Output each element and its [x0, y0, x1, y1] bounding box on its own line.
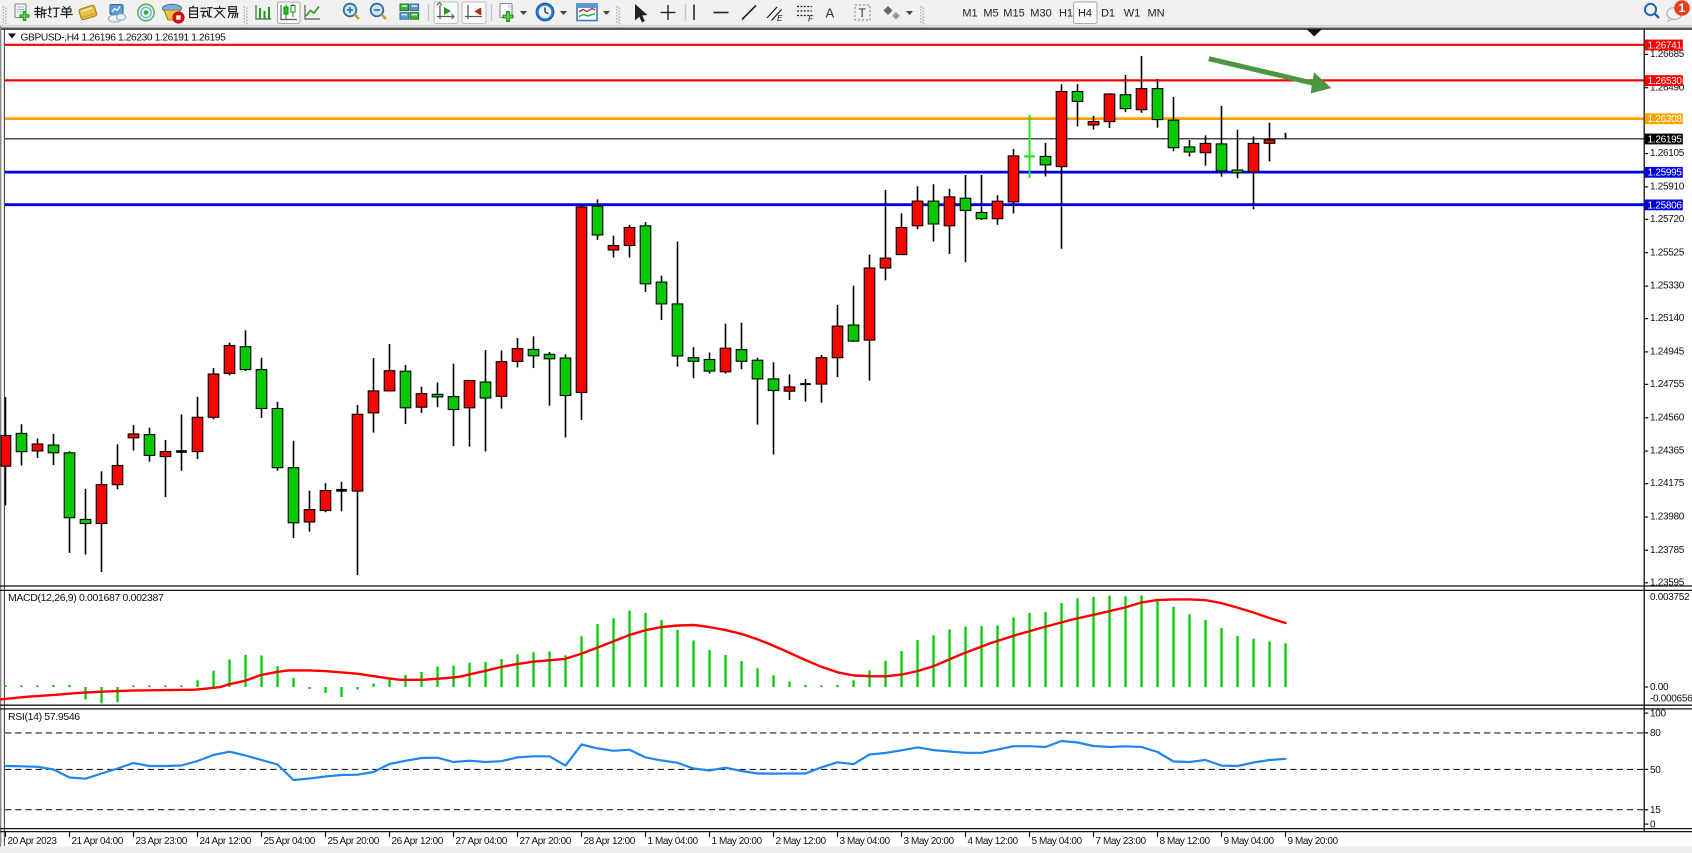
- svg-text:E: E: [777, 14, 783, 23]
- svg-text:1.26741: 1.26741: [1648, 40, 1683, 51]
- svg-text:21 Apr 04:00: 21 Apr 04:00: [72, 836, 124, 847]
- svg-text:M30: M30: [1030, 8, 1051, 20]
- svg-text:4 May 12:00: 4 May 12:00: [968, 836, 1019, 847]
- svg-text:A: A: [826, 6, 835, 21]
- svg-text:-0.000656: -0.000656: [1650, 693, 1692, 704]
- svg-text:7 May 23:00: 7 May 23:00: [1096, 836, 1147, 847]
- svg-text:H1: H1: [1059, 8, 1073, 20]
- svg-text:1.24365: 1.24365: [1650, 446, 1685, 457]
- svg-text:MN: MN: [1147, 8, 1164, 20]
- svg-text:3 May 20:00: 3 May 20:00: [904, 836, 955, 847]
- svg-text:M5: M5: [983, 8, 998, 20]
- svg-text:50: 50: [1650, 765, 1661, 776]
- svg-text:M1: M1: [962, 8, 977, 20]
- svg-text:1: 1: [1679, 3, 1686, 15]
- svg-text:1 May 20:00: 1 May 20:00: [712, 836, 763, 847]
- svg-text:0.00: 0.00: [1650, 682, 1669, 693]
- svg-text:80: 80: [1650, 728, 1661, 739]
- svg-text:1.26195: 1.26195: [1648, 134, 1683, 145]
- svg-text:1.26308: 1.26308: [1648, 114, 1683, 125]
- svg-text:M15: M15: [1003, 8, 1024, 20]
- svg-text:1.24175: 1.24175: [1650, 478, 1685, 489]
- svg-text:1.24560: 1.24560: [1650, 412, 1685, 423]
- svg-text:1.23980: 1.23980: [1650, 512, 1685, 523]
- svg-text:1.24945: 1.24945: [1650, 347, 1685, 358]
- svg-text:1.25140: 1.25140: [1650, 313, 1685, 324]
- svg-text:1.26530: 1.26530: [1648, 76, 1683, 87]
- svg-text:1.26685: 1.26685: [1650, 49, 1685, 60]
- svg-text:1 May 04:00: 1 May 04:00: [648, 836, 699, 847]
- svg-text:2 May 12:00: 2 May 12:00: [776, 836, 827, 847]
- svg-text:1.25330: 1.25330: [1650, 281, 1685, 292]
- svg-text:100: 100: [1650, 709, 1667, 720]
- svg-text:25 Apr 20:00: 25 Apr 20:00: [328, 836, 380, 847]
- svg-text:T: T: [859, 6, 867, 20]
- svg-text:3 May 04:00: 3 May 04:00: [840, 836, 891, 847]
- svg-text:1.23785: 1.23785: [1650, 545, 1685, 556]
- svg-text:27 Apr 04:00: 27 Apr 04:00: [456, 836, 508, 847]
- svg-text:H4: H4: [1078, 8, 1092, 20]
- svg-text:28 Apr 12:00: 28 Apr 12:00: [584, 836, 636, 847]
- svg-text:26 Apr 12:00: 26 Apr 12:00: [392, 836, 444, 847]
- svg-text:W1: W1: [1124, 8, 1141, 20]
- svg-text:1.25720: 1.25720: [1650, 214, 1685, 225]
- svg-text:5 May 04:00: 5 May 04:00: [1032, 836, 1083, 847]
- svg-text:15: 15: [1650, 805, 1661, 816]
- svg-text:9 May 04:00: 9 May 04:00: [1224, 836, 1275, 847]
- svg-text:RSI(14) 57.9546: RSI(14) 57.9546: [8, 711, 80, 723]
- svg-text:1.26490: 1.26490: [1650, 82, 1685, 93]
- svg-text:8 May 12:00: 8 May 12:00: [1160, 836, 1211, 847]
- svg-text:9 May 20:00: 9 May 20:00: [1288, 836, 1339, 847]
- svg-text:D1: D1: [1101, 8, 1115, 20]
- svg-text:1.26105: 1.26105: [1650, 148, 1685, 159]
- svg-text:24 Apr 12:00: 24 Apr 12:00: [200, 836, 252, 847]
- svg-text:20 Apr 2023: 20 Apr 2023: [8, 836, 58, 847]
- svg-text:23 Apr 23:00: 23 Apr 23:00: [136, 836, 188, 847]
- svg-text:MACD(12,26,9) 0.001687 0.00238: MACD(12,26,9) 0.001687 0.002387: [8, 592, 164, 604]
- svg-text:1.25995: 1.25995: [1648, 168, 1683, 179]
- svg-text:F: F: [808, 15, 814, 24]
- svg-text:1.25806: 1.25806: [1648, 200, 1683, 211]
- svg-text:25 Apr 04:00: 25 Apr 04:00: [264, 836, 316, 847]
- svg-text:0.003752: 0.003752: [1650, 592, 1690, 603]
- svg-text:1.24755: 1.24755: [1650, 379, 1685, 390]
- svg-text:1.25525: 1.25525: [1650, 247, 1685, 258]
- svg-text:27 Apr 20:00: 27 Apr 20:00: [520, 836, 572, 847]
- svg-text:1.23595: 1.23595: [1650, 577, 1685, 588]
- svg-text:GBPUSD-,H4 1.26196 1.26230 1.: GBPUSD-,H4 1.26196 1.26230 1.26191 1.261…: [21, 32, 227, 43]
- svg-text:0: 0: [1650, 820, 1656, 831]
- svg-text:1.25910: 1.25910: [1650, 182, 1685, 193]
